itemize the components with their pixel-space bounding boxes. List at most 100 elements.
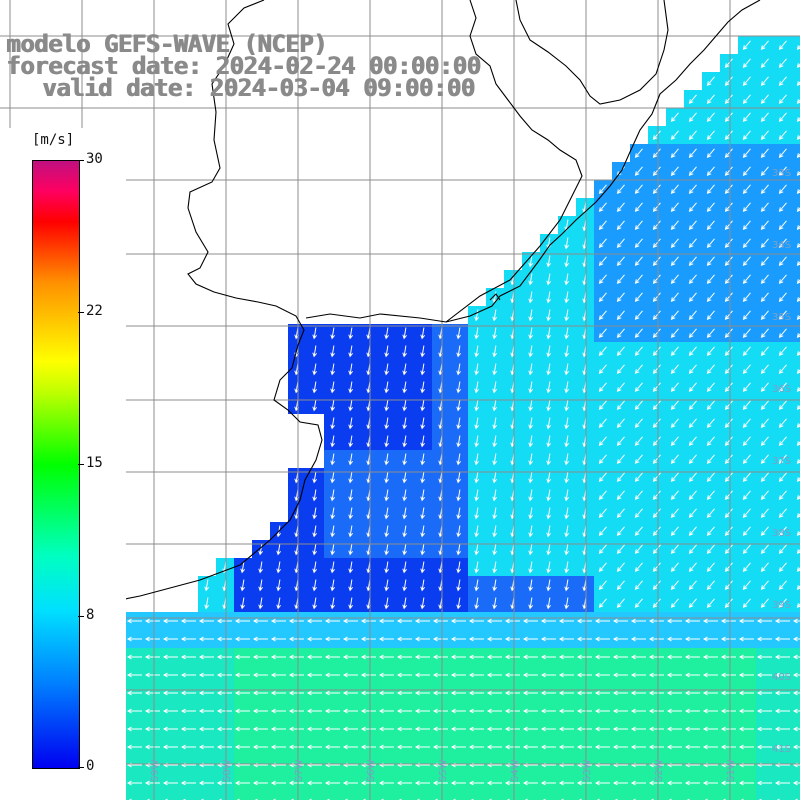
wind-arrow [594, 654, 610, 660]
wind-arrow [456, 453, 461, 466]
wind-arrow [558, 654, 574, 660]
wind-arrow [598, 310, 607, 320]
coastline [0, 0, 761, 617]
wind-arrow [162, 636, 178, 642]
wind-arrow [742, 400, 751, 410]
wind-speed-cell [792, 198, 800, 216]
wind-arrow [634, 292, 643, 302]
wind-arrow [634, 202, 643, 212]
colorbar-tick-mark [78, 464, 84, 465]
wind-arrow [742, 112, 751, 122]
wind-arrow [684, 654, 700, 660]
wind-arrow [276, 543, 281, 556]
wind-arrow [652, 562, 661, 572]
wind-arrow [742, 76, 751, 86]
wind-arrow [688, 220, 697, 230]
wind-arrow [126, 726, 142, 732]
wind-arrow [474, 309, 479, 322]
wind-speed-cell [792, 558, 800, 576]
wind-arrow [702, 708, 718, 714]
wind-arrow [648, 726, 664, 732]
colorbar-tick-30: 30 [86, 151, 103, 167]
wind-speed-cell [432, 792, 450, 800]
wind-arrow [720, 654, 736, 660]
wind-speed-cell [774, 792, 792, 800]
wind-arrow [420, 543, 425, 556]
wind-arrow [198, 708, 214, 714]
wind-arrow [634, 238, 643, 248]
wind-arrow [648, 672, 664, 678]
wind-arrow [702, 672, 718, 678]
wind-arrow [616, 436, 625, 446]
wind-arrow [456, 435, 461, 448]
wind-arrow [144, 636, 160, 642]
wind-arrow [432, 654, 448, 660]
wind-arrow [666, 636, 682, 642]
wind-arrow [492, 561, 497, 574]
wind-arrow [778, 220, 787, 230]
wind-arrow [402, 597, 407, 610]
wind-arrow [778, 598, 787, 608]
wind-arrow [378, 636, 394, 642]
wind-arrow [630, 726, 646, 732]
wind-arrow [528, 417, 533, 430]
wind-arrow [474, 597, 479, 610]
wind-speed-cell [792, 288, 800, 306]
wind-arrow [760, 418, 769, 428]
wind-arrow [760, 202, 769, 212]
wind-arrow [778, 580, 787, 590]
wind-arrow [652, 220, 661, 230]
wind-arrow [252, 690, 268, 696]
wind-arrow [742, 436, 751, 446]
wind-arrow [420, 345, 425, 358]
wind-arrow [528, 309, 533, 322]
wind-arrow [276, 597, 281, 610]
wind-speed-cell [792, 432, 800, 450]
wind-arrow [738, 744, 754, 750]
wind-speed-cell [504, 792, 522, 800]
wind-arrow [616, 382, 625, 392]
wind-arrow [342, 780, 358, 786]
wind-arrow [742, 274, 751, 284]
wind-arrow [634, 256, 643, 266]
wind-arrow [348, 489, 353, 502]
wind-arrow [594, 744, 610, 750]
wind-arrow [312, 345, 317, 358]
wind-arrow [456, 579, 461, 592]
wind-arrow [378, 726, 394, 732]
wind-arrow [616, 472, 625, 482]
wind-arrow [688, 526, 697, 536]
wind-arrow [720, 708, 736, 714]
wind-arrow [330, 453, 335, 466]
wind-arrow [706, 256, 715, 266]
wind-speed-cell [792, 522, 800, 540]
wind-arrow [540, 690, 556, 696]
wind-arrow [420, 453, 425, 466]
wind-arrow [384, 453, 389, 466]
wind-arrow [234, 672, 250, 678]
wind-arrow [760, 454, 769, 464]
wind-arrow [420, 597, 425, 610]
wind-arrow [742, 472, 751, 482]
wind-arrow [724, 112, 733, 122]
wind-arrow [468, 672, 484, 678]
wind-arrow [432, 672, 448, 678]
wind-arrow [616, 238, 625, 248]
wind-arrow [414, 780, 430, 786]
wind-arrow [688, 400, 697, 410]
wind-speed-cell [792, 360, 800, 378]
wind-arrow [216, 618, 232, 624]
wind-arrow [742, 40, 751, 50]
wind-arrow [258, 561, 263, 574]
wind-arrow [342, 636, 358, 642]
wind-arrow [360, 690, 376, 696]
wind-arrow [760, 166, 769, 176]
wind-arrow [724, 598, 733, 608]
wind-arrow [706, 562, 715, 572]
wind-arrow [688, 202, 697, 212]
wind-speed-cell [234, 792, 252, 800]
wind-arrow [742, 94, 751, 104]
wind-arrow [492, 597, 497, 610]
wind-arrow [450, 744, 466, 750]
wind-arrow [528, 345, 533, 358]
